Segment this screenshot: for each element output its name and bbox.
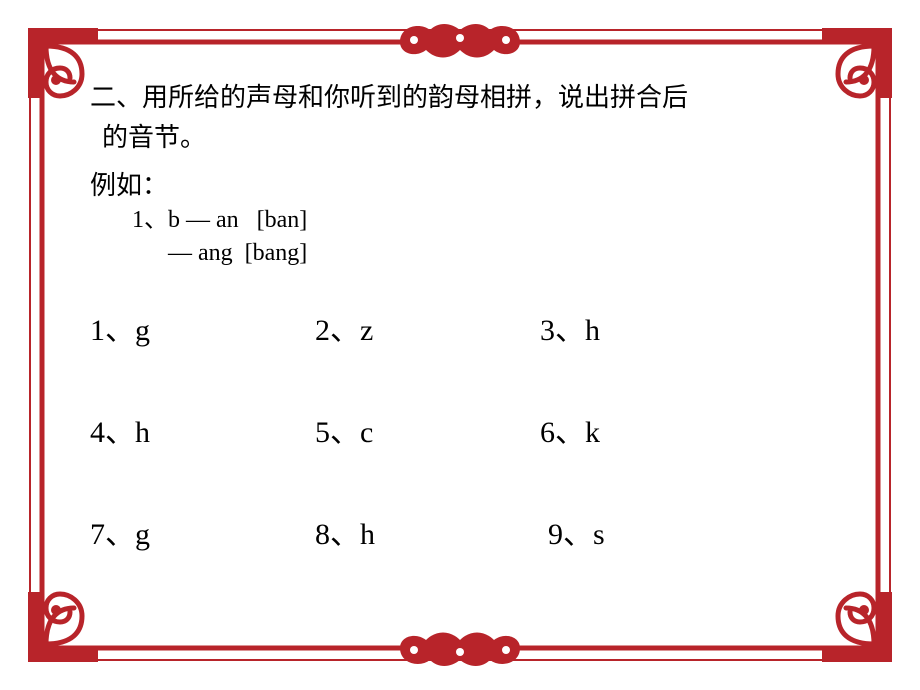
item-letter: z xyxy=(360,314,373,347)
item-sep: 、 xyxy=(330,314,360,347)
exercise-item-7: 7、g xyxy=(90,509,315,553)
example-row-1: 1、b — an [ban] xyxy=(132,204,850,238)
item-number: 4 xyxy=(90,416,105,449)
item-letter: k xyxy=(585,416,600,449)
item-sep: 、 xyxy=(105,416,135,449)
item-sep: 、 xyxy=(555,416,585,449)
item-number: 3 xyxy=(540,314,555,347)
item-sep: 、 xyxy=(105,314,135,347)
item-letter: g xyxy=(135,518,150,551)
item-letter: c xyxy=(360,416,373,449)
item-sep: 、 xyxy=(330,416,360,449)
item-sep: 、 xyxy=(563,518,593,551)
content-area: 二、用所给的声母和你听到的韵母相拼，说出拼合后 的音节。 例如： 1、b — a… xyxy=(90,78,850,553)
exercise-item-4: 4、h xyxy=(90,407,315,451)
exercise-item-9: 9、s xyxy=(540,509,765,553)
item-number: 8 xyxy=(315,518,330,551)
instruction-line-1: 二、用所给的声母和你听到的韵母相拼，说出拼合后 xyxy=(90,78,850,118)
item-number: 7 xyxy=(90,518,105,551)
item-sep: 、 xyxy=(105,518,135,551)
item-letter: h xyxy=(135,416,150,449)
exercise-item-6: 6、k xyxy=(540,407,765,451)
item-letter: s xyxy=(593,518,605,551)
exercise-item-5: 5、c xyxy=(315,407,540,451)
exercise-item-1: 1、g xyxy=(90,305,315,349)
item-number: 2 xyxy=(315,314,330,347)
exercise-item-3: 3、h xyxy=(540,305,765,349)
instruction-line-2: 的音节。 xyxy=(102,118,850,158)
instruction-text: 二、用所给的声母和你听到的韵母相拼，说出拼合后 的音节。 xyxy=(90,78,850,159)
example-row-2: — ang [bang] xyxy=(132,237,850,271)
item-number: 5 xyxy=(315,416,330,449)
item-letter: g xyxy=(135,314,150,347)
example-label: 例如： xyxy=(90,165,850,202)
item-letter: h xyxy=(360,518,375,551)
example-body: 1、b — an [ban] — ang [bang] xyxy=(132,204,850,271)
item-sep: 、 xyxy=(330,518,360,551)
exercise-item-8: 8、h xyxy=(315,509,540,553)
item-number: 6 xyxy=(540,416,555,449)
item-number: 9 xyxy=(548,518,563,551)
exercise-grid: 1、g 2、z 3、h 4、h 5、c 6、k 7、g 8、h 9、s xyxy=(90,305,850,553)
exercise-item-2: 2、z xyxy=(315,305,540,349)
item-sep: 、 xyxy=(555,314,585,347)
item-letter: h xyxy=(585,314,600,347)
item-number: 1 xyxy=(90,314,105,347)
